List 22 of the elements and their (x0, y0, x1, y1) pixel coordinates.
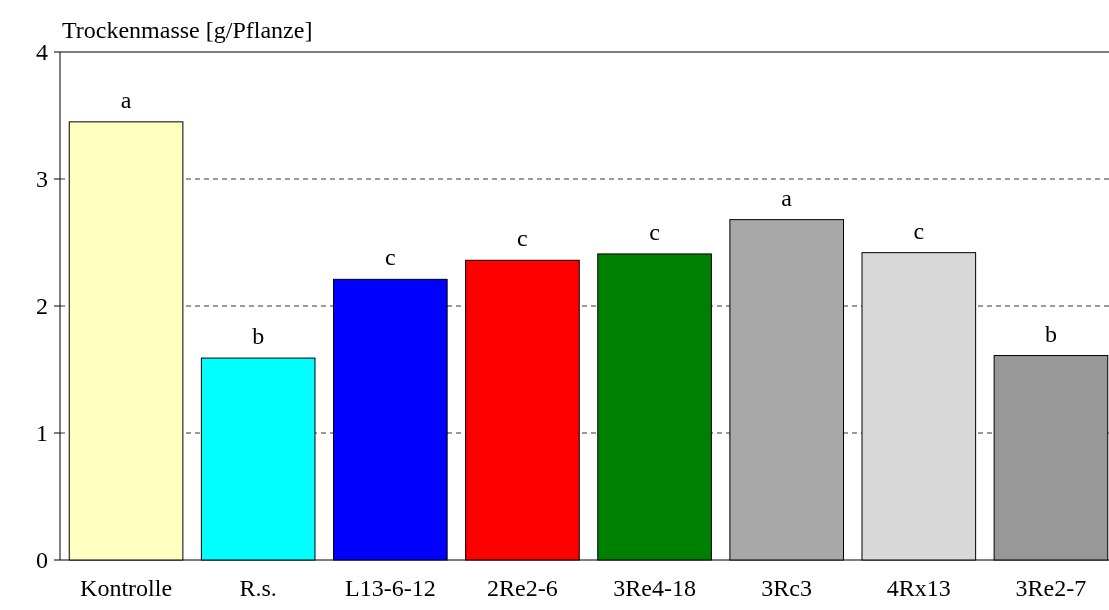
x-tick-label: 4Rx13 (886, 575, 951, 601)
annotation: a (781, 184, 793, 211)
annotation: a (120, 86, 132, 113)
annotation: c (649, 218, 660, 245)
y-tick-label: 2 (36, 293, 48, 320)
y-tick-label: 1 (36, 420, 48, 447)
annotation: c (517, 225, 528, 252)
x-tick-label: 3Re4-18 (613, 575, 696, 601)
annotation: b (252, 323, 265, 350)
x-tick-label: Kontrolle (80, 575, 173, 601)
y-tick-label: 3 (36, 166, 48, 193)
annotation: c (384, 244, 396, 271)
x-tick-label: 3Re2-7 (1015, 575, 1087, 601)
y-axis-title: Trockenmasse [g/Pflanze] (62, 17, 313, 43)
y-tick-label: 0 (36, 547, 48, 574)
x-tick-label: 2Re2-6 (487, 575, 558, 601)
annotation: b (1044, 320, 1057, 347)
x-tick-label: L13-6-12 (344, 575, 436, 601)
x-tick-label: R.s. (239, 575, 277, 601)
x-tick-label: 3Rc3 (761, 575, 813, 601)
annotation: c (913, 217, 925, 244)
y-tick-label: 4 (36, 39, 48, 66)
